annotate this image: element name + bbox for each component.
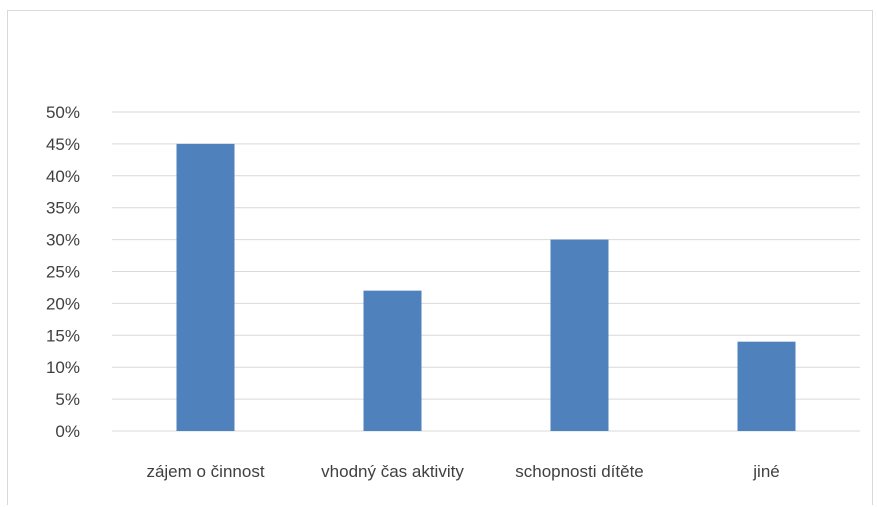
y-tick-label: 20% (46, 294, 80, 313)
x-category-label: vhodný čas aktivity (321, 462, 464, 481)
x-category-label: zájem o činnost (146, 462, 264, 481)
y-tick-label: 5% (55, 390, 80, 409)
bar-1 (363, 290, 422, 431)
bar-3 (737, 341, 796, 431)
y-tick-label: 25% (46, 263, 80, 282)
y-tick-label: 30% (46, 231, 80, 250)
bars (176, 143, 796, 431)
x-axis-category-labels: zájem o činnost vhodný čas aktivity schopn… (146, 462, 779, 481)
x-category-label: schopnosti dítěte (515, 462, 644, 481)
bar-2 (550, 239, 609, 431)
bar-0 (176, 143, 235, 431)
y-tick-label: 0% (55, 422, 80, 441)
y-tick-label: 35% (46, 199, 80, 218)
x-category-label: jiné (752, 462, 779, 481)
gridlines (112, 111, 860, 432)
y-axis-tick-labels: 0% 5% 10% 15% 20% 25% 30% 35% 40% 45% 50% (46, 103, 80, 441)
chart-frame (7, 10, 873, 505)
y-tick-label: 50% (46, 103, 80, 122)
y-tick-label: 40% (46, 167, 80, 186)
y-tick-label: 15% (46, 326, 80, 345)
y-tick-label: 10% (46, 358, 80, 377)
y-tick-label: 45% (46, 135, 80, 154)
